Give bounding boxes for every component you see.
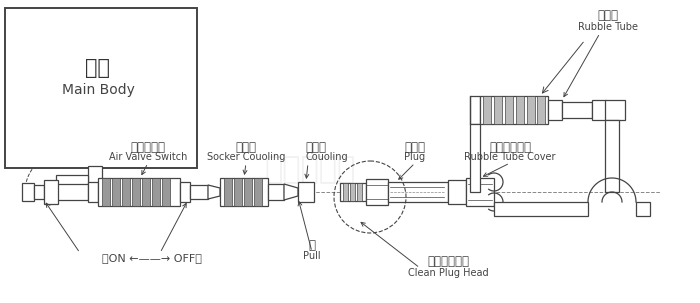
Bar bbox=[44, 180, 58, 204]
Bar bbox=[132, 178, 140, 206]
Text: 開ON ←——→ OFF關: 開ON ←——→ OFF關 bbox=[102, 253, 202, 263]
Text: 橡膠管: 橡膠管 bbox=[598, 9, 619, 22]
Bar bbox=[480, 96, 548, 124]
Text: 軸　環: 軸 環 bbox=[305, 141, 326, 154]
Bar bbox=[366, 179, 388, 205]
Bar bbox=[234, 178, 242, 206]
Bar bbox=[220, 178, 268, 206]
Bar bbox=[5, 8, 197, 168]
Bar bbox=[98, 178, 180, 206]
Polygon shape bbox=[208, 185, 220, 199]
Bar bbox=[180, 182, 190, 202]
Bar bbox=[548, 100, 562, 120]
Text: 橡膠管保護套: 橡膠管保護套 bbox=[489, 141, 531, 154]
Text: 空氣開關閥: 空氣開關閥 bbox=[130, 141, 165, 154]
Bar bbox=[527, 96, 535, 124]
Text: Rubble Tube Cover: Rubble Tube Cover bbox=[464, 152, 556, 162]
Bar bbox=[470, 124, 480, 192]
Bar bbox=[350, 183, 355, 201]
Text: Air Valve Switch: Air Valve Switch bbox=[108, 152, 187, 162]
Bar bbox=[152, 178, 160, 206]
Bar bbox=[340, 183, 366, 201]
Bar bbox=[298, 182, 314, 202]
Bar bbox=[388, 182, 448, 202]
Bar bbox=[88, 182, 98, 202]
Bar bbox=[254, 178, 262, 206]
Bar bbox=[190, 185, 208, 199]
Bar bbox=[537, 96, 545, 124]
Bar bbox=[56, 175, 88, 192]
Bar bbox=[636, 202, 650, 216]
Text: Plug: Plug bbox=[405, 152, 426, 162]
Text: 推: 推 bbox=[309, 239, 316, 252]
Text: Socker Couoling: Socker Couoling bbox=[206, 152, 285, 162]
Bar bbox=[224, 178, 232, 206]
Bar bbox=[34, 185, 44, 199]
Bar bbox=[122, 178, 130, 206]
Text: 主體: 主體 bbox=[85, 58, 111, 78]
Bar bbox=[466, 178, 494, 206]
Bar bbox=[142, 178, 150, 206]
Text: Clean Plug Head: Clean Plug Head bbox=[407, 268, 489, 278]
Bar bbox=[562, 102, 592, 118]
Bar bbox=[516, 96, 524, 124]
Bar bbox=[88, 166, 102, 188]
Bar bbox=[470, 96, 480, 124]
Text: 亚士德机械: 亚士德机械 bbox=[265, 155, 356, 185]
Bar bbox=[268, 184, 284, 200]
Bar bbox=[244, 178, 252, 206]
Bar bbox=[494, 202, 588, 216]
Bar bbox=[605, 120, 619, 192]
Bar bbox=[357, 183, 362, 201]
Polygon shape bbox=[284, 184, 298, 200]
Text: Couoling: Couoling bbox=[305, 152, 348, 162]
Text: 插　頭: 插 頭 bbox=[405, 141, 426, 154]
Bar bbox=[605, 100, 625, 120]
Bar bbox=[102, 178, 110, 206]
Text: Main Body: Main Body bbox=[62, 83, 134, 97]
Text: 必須清潔部分: 必須清潔部分 bbox=[427, 255, 469, 268]
Bar bbox=[483, 96, 491, 124]
Text: 插　座: 插 座 bbox=[235, 141, 256, 154]
Bar bbox=[505, 96, 513, 124]
Bar bbox=[592, 100, 606, 120]
Bar bbox=[343, 183, 348, 201]
Bar bbox=[448, 180, 466, 204]
Bar bbox=[112, 178, 120, 206]
Bar bbox=[22, 183, 34, 201]
Bar bbox=[56, 184, 88, 200]
Bar bbox=[494, 96, 502, 124]
Text: Rubble Tube: Rubble Tube bbox=[578, 22, 638, 32]
Bar bbox=[162, 178, 170, 206]
Text: Pull: Pull bbox=[303, 251, 321, 261]
